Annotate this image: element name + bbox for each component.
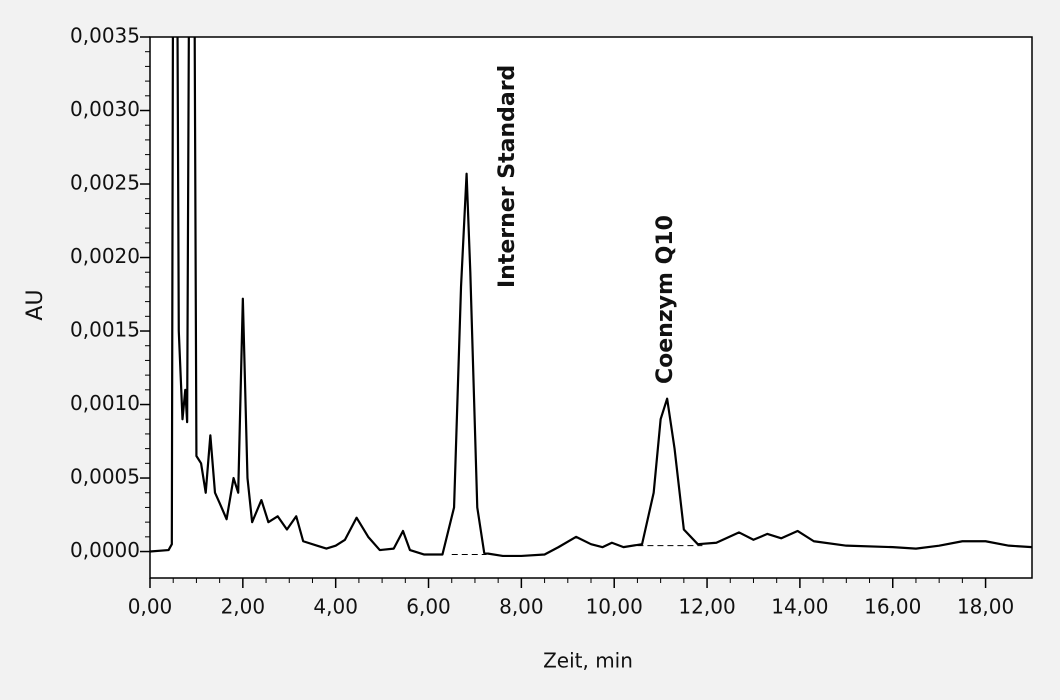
y-tick-label: 0,0030 [70,97,140,121]
x-tick-label: 18,00 [957,595,1014,619]
x-tick-label: 4,00 [313,595,358,619]
y-tick-label: 0,0035 [70,24,140,48]
y-tick-label: 0,0015 [70,318,140,342]
peak-annotation: Interner Standard [495,65,520,288]
chromatogram-line [150,37,1032,558]
x-tick-label: 16,00 [864,595,921,619]
x-tick-label: 14,00 [771,595,828,619]
y-tick-label: 0,0020 [70,244,140,268]
peak-annotation: Coenzym Q10 [653,215,678,384]
x-tick-label: 2,00 [221,595,266,619]
x-tick-label: 6,00 [406,595,451,619]
x-axis-label: Zeit, min [543,649,633,673]
y-tick-label: 0,0005 [70,465,140,489]
y-tick-label: 0,0000 [70,538,140,562]
y-axis-label: AU [23,289,48,320]
x-tick-label: 12,00 [678,595,735,619]
plot-area [150,37,1032,578]
y-tick-label: 0,0010 [70,391,140,415]
x-tick-label: 0,00 [128,595,173,619]
y-tick-label: 0,0025 [70,171,140,195]
plot-content [150,37,1032,558]
x-tick-label: 10,00 [586,595,643,619]
x-tick-label: 8,00 [499,595,544,619]
